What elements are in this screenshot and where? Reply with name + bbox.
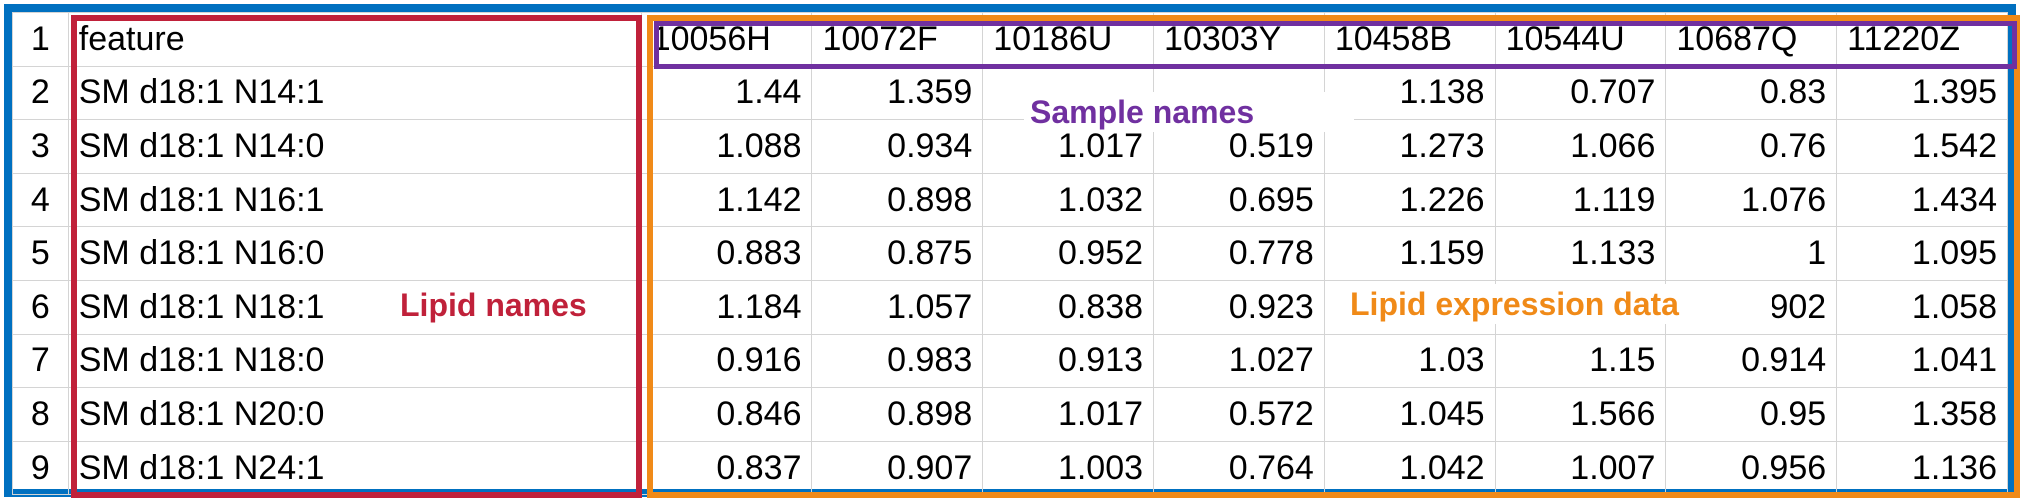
sample-header[interactable]: 10072F (811, 12, 984, 67)
value-cell[interactable]: 1.138 (1323, 65, 1496, 121)
value-cell[interactable]: 1.058 (1836, 279, 2008, 335)
value-cell[interactable]: 1.007 (1494, 440, 1667, 496)
value-cell[interactable]: 0.883 (640, 226, 813, 281)
value-cell[interactable]: 1.434 (1836, 172, 2008, 228)
lipid-names-label: Lipid names (394, 285, 593, 325)
value-cell[interactable]: 1.44 (640, 65, 813, 121)
value-cell[interactable]: 1.542 (1836, 119, 2008, 174)
row-number: 6 (12, 279, 69, 335)
lipid-name-cell[interactable]: SM d18:1 N16:1 (67, 172, 642, 228)
value-cell[interactable]: 0.778 (1153, 226, 1325, 281)
row-number: 2 (12, 65, 69, 121)
value-cell[interactable]: 0.707 (1494, 65, 1667, 121)
lipid-name-cell[interactable]: SM d18:1 N18:0 (67, 333, 642, 389)
value-cell[interactable]: 0.76 (1665, 119, 1838, 174)
value-cell[interactable]: 0.764 (1153, 440, 1325, 496)
lipid-name-cell[interactable]: SM d18:1 N14:0 (67, 119, 642, 174)
value-cell[interactable]: 1.066 (1494, 119, 1667, 174)
row-number: 9 (12, 440, 69, 496)
value-cell[interactable]: 1.041 (1836, 333, 2008, 389)
sample-header[interactable]: 10056H (640, 12, 813, 67)
value-cell[interactable]: 0.952 (982, 226, 1155, 281)
value-cell[interactable]: 1 (1665, 226, 1838, 281)
value-cell[interactable]: 0.695 (1153, 172, 1325, 228)
value-cell[interactable]: 0.572 (1153, 387, 1325, 442)
value-cell[interactable]: 1.133 (1494, 226, 1667, 281)
value-cell[interactable]: 0.846 (640, 387, 813, 442)
data-table: 1 feature 10056H 10072F 10186U 10303Y 10… (12, 12, 2008, 496)
sample-header[interactable]: 11220Z (1836, 12, 2008, 67)
value-cell[interactable]: 1.358 (1836, 387, 2008, 442)
value-cell[interactable]: 1.566 (1494, 387, 1667, 442)
sample-header[interactable]: 10687Q (1665, 12, 1838, 67)
row-number: 4 (12, 172, 69, 228)
sample-header[interactable]: 10186U (982, 12, 1155, 67)
lipid-name-cell[interactable]: SM d18:1 N24:1 (67, 440, 642, 496)
sample-header[interactable]: 10303Y (1153, 12, 1325, 67)
value-cell[interactable]: 0.898 (811, 387, 984, 442)
value-cell[interactable]: 0.898 (811, 172, 984, 228)
table-row: 5 SM d18:1 N16:0 0.883 0.875 0.952 0.778… (12, 226, 2008, 281)
value-cell[interactable]: 0.907 (811, 440, 984, 496)
row-number: 5 (12, 226, 69, 281)
lipid-name-cell[interactable]: SM d18:1 N20:0 (67, 387, 642, 442)
feature-header[interactable]: feature (67, 12, 642, 67)
table-row: 4 SM d18:1 N16:1 1.142 0.898 1.032 0.695… (12, 172, 2008, 228)
value-cell[interactable]: 0.934 (811, 119, 984, 174)
lipid-name-cell[interactable]: SM d18:1 N16:0 (67, 226, 642, 281)
value-cell[interactable]: 0.914 (1665, 333, 1838, 389)
sample-header[interactable]: 10544U (1494, 12, 1667, 67)
table-row: 7 SM d18:1 N18:0 0.916 0.983 0.913 1.027… (12, 333, 2008, 389)
value-cell[interactable]: 0.913 (982, 333, 1155, 389)
value-cell[interactable]: 0.875 (811, 226, 984, 281)
value-cell[interactable]: 1.076 (1665, 172, 1838, 228)
row-number: 3 (12, 119, 69, 174)
value-cell[interactable]: 1.045 (1323, 387, 1496, 442)
value-cell[interactable]: 1.003 (982, 440, 1155, 496)
value-cell[interactable]: 1.042 (1323, 440, 1496, 496)
value-cell[interactable]: 1.088 (640, 119, 813, 174)
value-cell[interactable]: 0.95 (1665, 387, 1838, 442)
row-number: 1 (12, 12, 69, 67)
table-row: 2 SM d18:1 N14:1 1.44 1.359 1.138 0.707 … (12, 65, 2008, 121)
value-cell[interactable]: 1.119 (1494, 172, 1667, 228)
spreadsheet: 1 feature 10056H 10072F 10186U 10303Y 10… (4, 4, 2020, 498)
table-row: 8 SM d18:1 N20:0 0.846 0.898 1.017 0.572… (12, 387, 2008, 442)
value-cell[interactable]: 1.03 (1323, 333, 1496, 389)
sample-header[interactable]: 10458B (1323, 12, 1496, 67)
value-cell[interactable]: 0.916 (640, 333, 813, 389)
table-row: 9 SM d18:1 N24:1 0.837 0.907 1.003 0.764… (12, 440, 2008, 496)
value-cell[interactable]: 0.983 (811, 333, 984, 389)
value-cell[interactable]: 0.838 (982, 279, 1155, 335)
value-cell[interactable]: 1.395 (1836, 65, 2008, 121)
header-row: 1 feature 10056H 10072F 10186U 10303Y 10… (12, 12, 2008, 67)
row-number: 7 (12, 333, 69, 389)
value-cell[interactable]: 0.837 (640, 440, 813, 496)
value-cell[interactable]: 1.095 (1836, 226, 2008, 281)
value-cell[interactable]: 1.142 (640, 172, 813, 228)
value-cell[interactable]: 1.184 (640, 279, 813, 335)
expression-data-label: Lipid expression data (1344, 284, 1772, 324)
sample-names-label: Sample names (1024, 92, 1354, 132)
value-cell[interactable]: 0.923 (1153, 279, 1325, 335)
value-cell[interactable]: 1.027 (1153, 333, 1325, 389)
value-cell[interactable]: 1.226 (1323, 172, 1496, 228)
value-cell[interactable]: 1.032 (982, 172, 1155, 228)
value-cell[interactable]: 1.15 (1494, 333, 1667, 389)
value-cell[interactable]: 1.017 (982, 387, 1155, 442)
lipid-name-cell[interactable]: SM d18:1 N14:1 (67, 65, 642, 121)
value-cell[interactable]: 0.83 (1665, 65, 1838, 121)
value-cell[interactable]: 1.159 (1323, 226, 1496, 281)
value-cell[interactable]: 1.057 (811, 279, 984, 335)
row-number: 8 (12, 387, 69, 442)
value-cell[interactable]: 0.956 (1665, 440, 1838, 496)
value-cell[interactable]: 1.359 (811, 65, 984, 121)
table-row: 3 SM d18:1 N14:0 1.088 0.934 1.017 0.519… (12, 119, 2008, 174)
value-cell[interactable]: 1.136 (1836, 440, 2008, 496)
